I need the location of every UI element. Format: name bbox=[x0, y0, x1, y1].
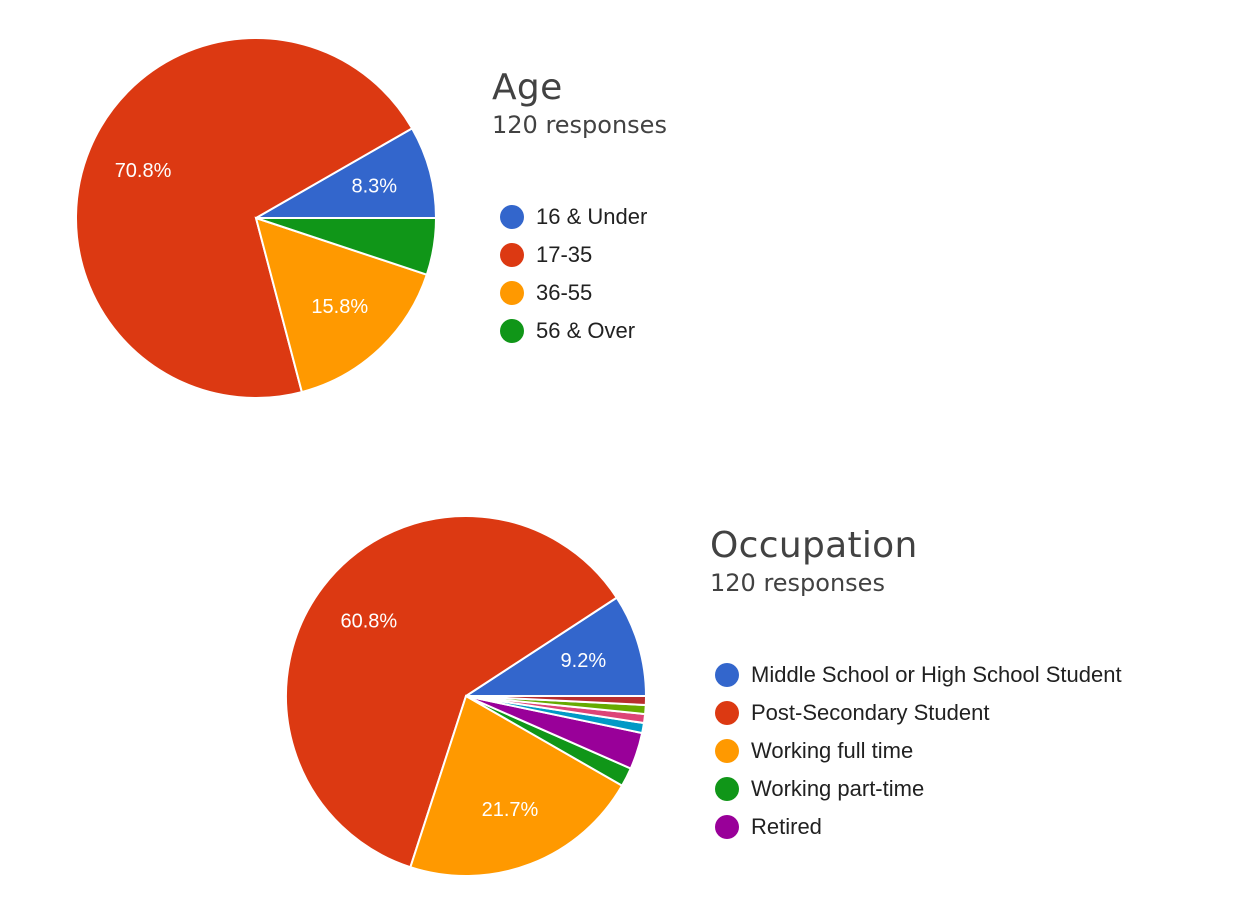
age-legend-item: 36-55 bbox=[500, 274, 647, 312]
occupation-legend-label: Retired bbox=[751, 814, 822, 839]
occupation-slice-0 bbox=[462, 596, 648, 697]
occupation-legend: Middle School or High School Student Post… bbox=[715, 656, 1122, 846]
occupation-legend-label: Working full time bbox=[751, 738, 914, 763]
age-legend-label: 36-55 bbox=[536, 280, 593, 305]
occupation-legend-swatch bbox=[715, 663, 739, 687]
age-legend-item: 56 & Over bbox=[500, 312, 647, 350]
age-legend-label: 16 & Under bbox=[536, 204, 648, 229]
occupation-legend-label: Working part-time bbox=[751, 776, 925, 801]
age-header: Age 120 responses bbox=[492, 66, 667, 140]
occupation-slice-label-0: 9.2% bbox=[561, 650, 607, 672]
occupation-legend-label: Middle School or High School Student bbox=[751, 662, 1122, 687]
occupation-legend-swatch bbox=[715, 701, 739, 725]
age-slice-label-0: 8.3% bbox=[351, 175, 397, 197]
age-legend-label: 56 & Over bbox=[536, 318, 636, 343]
occupation-legend-item: Working full time bbox=[715, 732, 1122, 770]
occupation-header: Occupation 120 responses bbox=[710, 524, 918, 598]
age-legend-swatch bbox=[500, 281, 524, 305]
age-chart-title: Age bbox=[492, 67, 563, 108]
occupation-legend-item: Working part-time bbox=[715, 770, 1122, 808]
age-legend-swatch bbox=[500, 205, 524, 229]
occupation-legend-item: Post-Secondary Student bbox=[715, 694, 1122, 732]
occupation-chart-title: Occupation bbox=[710, 525, 918, 566]
age-slice-3 bbox=[255, 217, 438, 276]
age-slice-label-2: 15.8% bbox=[311, 296, 368, 318]
age-legend-item: 17-35 bbox=[500, 236, 647, 274]
occupation-legend-item: Middle School or High School Student bbox=[715, 656, 1122, 694]
age-legend-label: 17-35 bbox=[536, 242, 593, 267]
age-legend: 16 & Under 17-35 36-55 56 & Over bbox=[500, 198, 647, 350]
age-legend-swatch bbox=[500, 243, 524, 267]
age-chart-subtitle: 120 responses bbox=[492, 111, 667, 139]
occupation-slice-label-2: 21.7% bbox=[482, 799, 539, 821]
age-pie: 8.3% 70.8% 15.8% bbox=[75, 37, 438, 399]
occupation-slice-label-1: 60.8% bbox=[340, 611, 397, 633]
occupation-slice-1 bbox=[285, 515, 619, 869]
occupation-legend-swatch bbox=[715, 739, 739, 763]
occupation-legend-swatch bbox=[715, 777, 739, 801]
occupation-legend-label: Post-Secondary Student bbox=[751, 700, 990, 725]
occupation-chart-subtitle: 120 responses bbox=[710, 569, 885, 597]
age-legend-swatch bbox=[500, 319, 524, 343]
occupation-slice-8 bbox=[465, 695, 648, 707]
age-slice-0 bbox=[252, 126, 438, 219]
age-legend-item: 16 & Under bbox=[500, 198, 647, 236]
occupation-slice-2 bbox=[409, 694, 624, 877]
occupation-chart: 9.2% 60.8% 21.7% Occupation 120 responses … bbox=[0, 440, 1250, 902]
age-slice-1 bbox=[75, 37, 414, 399]
occupation-legend-item: Retired bbox=[715, 808, 1122, 846]
age-slice-label-1: 70.8% bbox=[115, 160, 172, 182]
age-chart: 8.3% 70.8% 15.8% Age 120 responses 16 & Un… bbox=[0, 0, 1250, 440]
occupation-legend-swatch bbox=[715, 815, 739, 839]
occupation-pie: 9.2% 60.8% 21.7% bbox=[285, 515, 648, 877]
